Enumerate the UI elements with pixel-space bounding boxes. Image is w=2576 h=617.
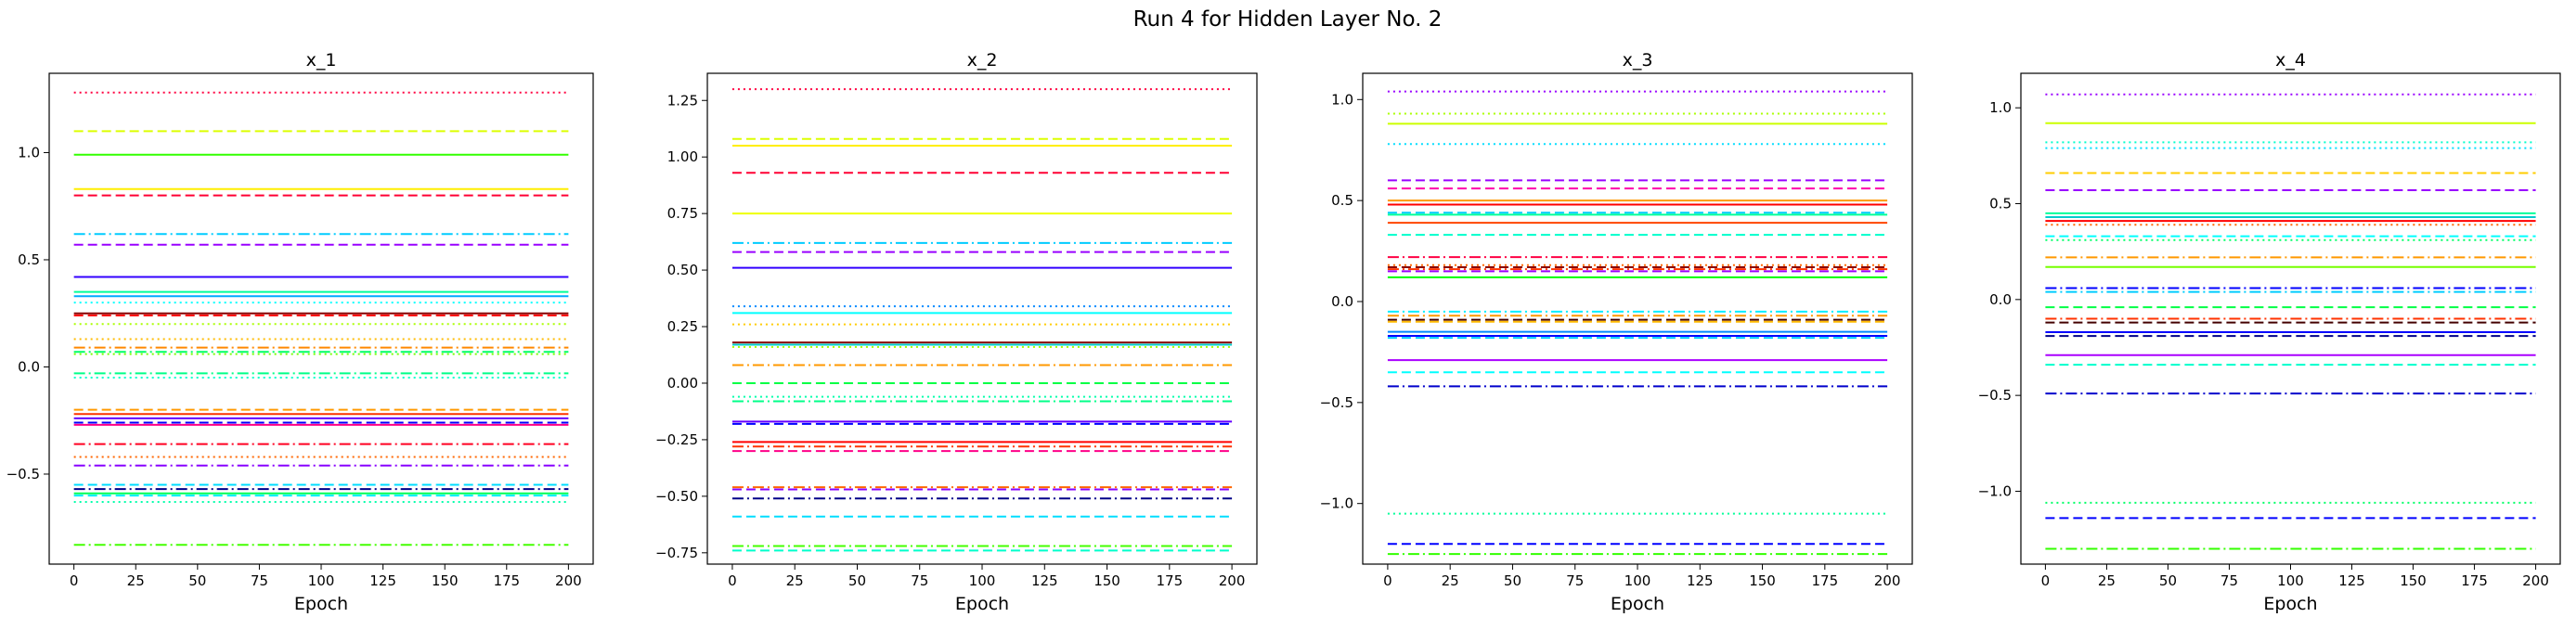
y-tick-label: 0.5 <box>1331 192 1353 209</box>
x-tick-label: 125 <box>1687 572 1714 589</box>
subplot-title: x_1 <box>306 50 337 71</box>
x-tick-label: 150 <box>1749 572 1776 589</box>
x-tick-label: 75 <box>1566 572 1584 589</box>
series-group <box>73 91 569 546</box>
x-tick-label: 0 <box>70 572 79 589</box>
x-tick-label: 0 <box>2041 572 2051 589</box>
x-tick-label: 200 <box>2522 572 2549 589</box>
x-tick-label: 50 <box>188 572 206 589</box>
x-tick-label: 175 <box>1811 572 1838 589</box>
x-tick-label: 75 <box>911 572 928 589</box>
y-tick-label: −0.75 <box>655 545 698 561</box>
y-tick-label: 1.00 <box>667 148 698 165</box>
x-tick-label: 100 <box>969 572 996 589</box>
y-tick-label: 0.5 <box>1989 196 2012 212</box>
x-tick-label: 50 <box>1504 572 1521 589</box>
x-tick-label: 200 <box>555 572 582 589</box>
y-tick-label: 1.25 <box>667 92 698 109</box>
y-tick-label: 0.75 <box>667 205 698 222</box>
x-tick-label: 125 <box>369 572 396 589</box>
x-tick-label: 175 <box>1156 572 1183 589</box>
x-axis-label: Epoch <box>1611 594 1664 614</box>
x-tick-label: 25 <box>2098 572 2116 589</box>
x-tick-label: 125 <box>1031 572 1058 589</box>
subplot-grid: 0 25 50 75 100 125 150 175 200 −0.5 0.0 0.5 1.0 x_1 Ep… <box>6 50 2561 614</box>
series-group <box>2045 93 2536 550</box>
x-axis-label: Epoch <box>2263 594 2317 614</box>
x-tick-label: 175 <box>2461 572 2488 589</box>
y-tick-label: 0.5 <box>18 251 40 268</box>
y-tick-label: 0.50 <box>667 262 698 278</box>
y-tick-label: 0.25 <box>667 318 698 335</box>
y-tick-label: −0.5 <box>1320 394 1353 411</box>
x-tick-label: 175 <box>493 572 520 589</box>
y-tick-label: −0.50 <box>655 488 698 505</box>
subplot-1: 0 25 50 75 100 125 150 175 200 −0.5 0.0 0.5 1.0 x_1 Ep… <box>6 50 594 614</box>
x-tick-label: 25 <box>1442 572 1459 589</box>
y-tick-label: 0.0 <box>1989 291 2012 308</box>
y-tick-label: −1.0 <box>1320 495 1353 512</box>
x-tick-label: 150 <box>432 572 459 589</box>
y-tick-label: 0.0 <box>18 358 40 375</box>
figure-title: Run 4 for Hidden Layer No. 2 <box>1133 7 1443 32</box>
y-tick-label: −1.0 <box>1978 482 2012 499</box>
x-tick-label: 0 <box>1383 572 1392 589</box>
subplot-3: 0 25 50 75 100 125 150 175 200 −1.0 −0.5 0.0 0.5 1.0 x… <box>1320 50 1913 614</box>
x-tick-label: 100 <box>2277 572 2304 589</box>
subplot-title: x_4 <box>2275 50 2306 71</box>
y-tick-label: 1.0 <box>1331 91 1353 108</box>
x-axis-label: Epoch <box>294 594 348 614</box>
subplot-title: x_3 <box>1623 50 1653 71</box>
y-tick-label: 0.0 <box>1331 293 1353 310</box>
series-group <box>1387 90 1888 556</box>
x-tick-label: 125 <box>2338 572 2365 589</box>
y-tick-label: −0.25 <box>655 431 698 448</box>
x-tick-label: 75 <box>251 572 268 589</box>
y-tick-label: −0.5 <box>6 466 40 482</box>
subplot-title: x_2 <box>967 50 998 71</box>
x-axis-label: Epoch <box>955 594 1009 614</box>
x-tick-label: 150 <box>2400 572 2427 589</box>
subplot-2: 0 25 50 75 100 125 150 175 200 −0.75 −0.50 −0.25 0.0… <box>655 50 1258 614</box>
y-tick-label: −0.5 <box>1978 387 2012 404</box>
y-tick-label: 1.0 <box>18 144 40 161</box>
x-tick-label: 150 <box>1094 572 1120 589</box>
series-group <box>731 88 1233 552</box>
y-tick-label: 0.00 <box>667 375 698 392</box>
x-tick-label: 100 <box>308 572 335 589</box>
y-tick-label: 1.0 <box>1989 99 2012 116</box>
x-tick-label: 0 <box>728 572 737 589</box>
x-tick-label: 75 <box>2220 572 2238 589</box>
x-tick-label: 50 <box>848 572 866 589</box>
subplot-4: 0 25 50 75 100 125 150 175 200 −1.0 −0.5 0.0 0.5 1.0 x… <box>1978 50 2561 614</box>
x-tick-label: 200 <box>1874 572 1901 589</box>
x-tick-label: 50 <box>2159 572 2177 589</box>
x-tick-label: 100 <box>1625 572 1651 589</box>
x-tick-label: 200 <box>1219 572 1246 589</box>
x-tick-label: 25 <box>127 572 145 589</box>
x-tick-label: 25 <box>786 572 804 589</box>
